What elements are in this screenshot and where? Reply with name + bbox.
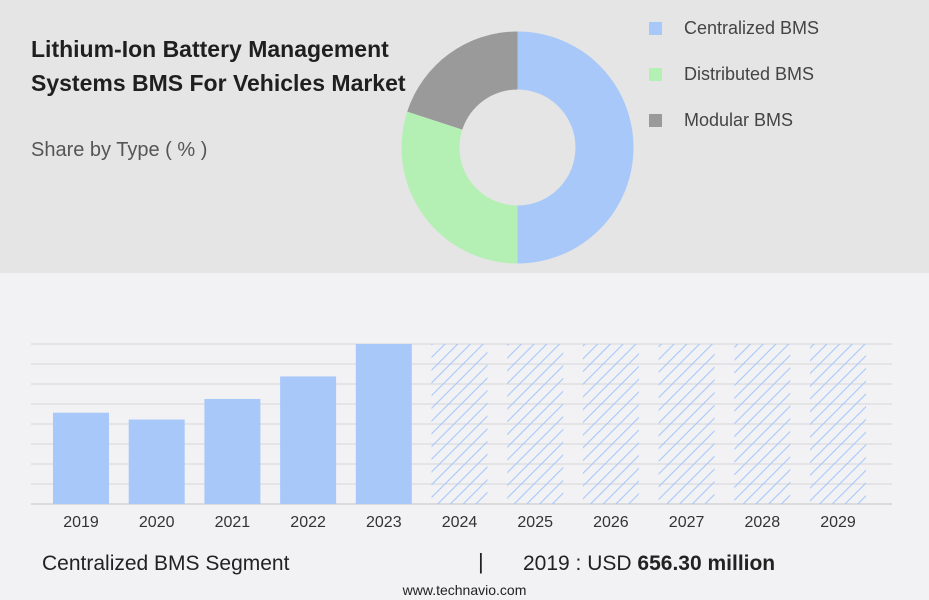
legend-swatch-distributed <box>649 68 662 81</box>
x-tick-label: 2019 <box>63 514 99 531</box>
legend-label-distributed: Distributed BMS <box>684 64 815 84</box>
forecast-bar-2027 <box>658 344 715 504</box>
summary-panel: Lithium-Ion Battery Management Systems B… <box>0 0 929 273</box>
forecast-bar-2026 <box>582 344 639 504</box>
source-link[interactable]: www.technavio.com <box>402 582 527 598</box>
bar-2021 <box>204 398 261 504</box>
x-tick-label: 2029 <box>820 514 856 531</box>
legend-label-modular: Modular BMS <box>684 110 794 130</box>
chart-subtitle: Share by Type ( % ) <box>31 139 208 161</box>
legend-swatch-centralized <box>649 22 662 35</box>
x-tick-label: 2026 <box>593 514 629 531</box>
donut-slice-centralized-bms <box>517 31 634 264</box>
bar-2022 <box>280 376 337 504</box>
chart-title: Lithium-Ion Battery Management Systems B… <box>31 36 406 96</box>
x-tick-label: 2028 <box>745 514 781 531</box>
x-tick-label: 2020 <box>139 514 175 531</box>
donut-slice-modular-bms <box>407 31 518 130</box>
segment-value-prefix: 2019 : USD <box>523 552 632 575</box>
segment-label: Centralized BMS Segment <box>42 552 290 575</box>
bar-2023 <box>355 344 412 504</box>
bar-2020 <box>128 419 185 504</box>
legend-label-centralized: Centralized BMS <box>684 18 820 38</box>
footer-separator: | <box>478 549 484 574</box>
donut-chart <box>401 31 634 264</box>
segment-value-amount: 656.30 million <box>637 552 776 575</box>
forecast-bar-2025 <box>507 344 564 504</box>
segment-value: 2019 : USD 656.30 million <box>523 552 775 576</box>
bar-chart: 2019 2020 2021 2022 2023 2024 2025 2026 2027 2028… <box>31 343 892 531</box>
x-tick-label: 2021 <box>215 514 251 531</box>
forecast-bar-2029 <box>810 344 866 504</box>
donut-slice-distributed-bms <box>401 111 518 264</box>
forecast-bar-2024 <box>431 344 488 504</box>
x-tick-label: 2024 <box>442 514 478 531</box>
bar-2019 <box>53 412 109 504</box>
legend-swatch-modular <box>649 114 662 127</box>
x-tick-label: 2025 <box>517 514 553 531</box>
x-tick-label: 2023 <box>366 514 402 531</box>
forecast-bar-2028 <box>734 344 791 504</box>
x-tick-label: 2022 <box>290 514 326 531</box>
x-tick-label: 2027 <box>669 514 705 531</box>
